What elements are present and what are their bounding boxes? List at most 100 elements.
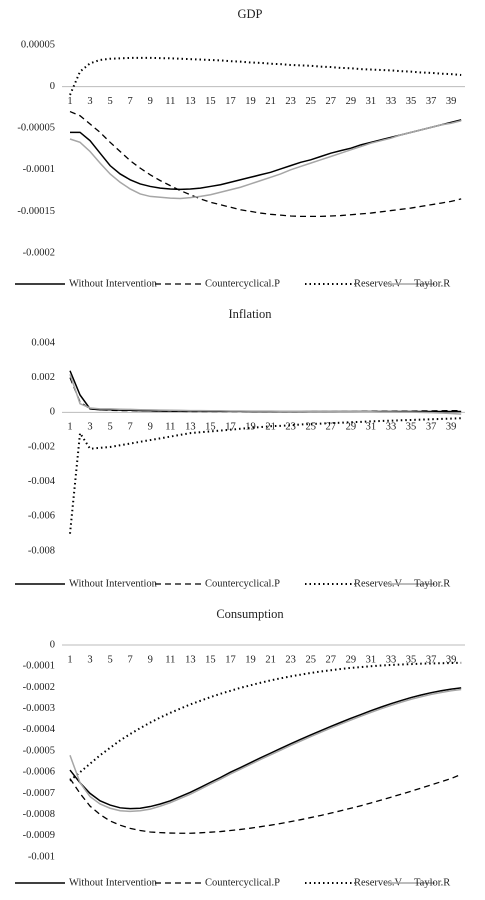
y-tick-label: -0.008 <box>28 545 55 556</box>
y-tick-label: 0 <box>50 81 55 92</box>
x-tick-label: 35 <box>406 96 417 107</box>
chart-title: Consumption <box>216 607 284 621</box>
y-tick-label: -0.0006 <box>23 767 55 778</box>
chart-title: Inflation <box>228 307 272 321</box>
x-tick-label: 27 <box>326 96 337 107</box>
series-line <box>69 119 462 200</box>
x-tick-label: 1 <box>67 422 72 433</box>
x-tick-label: 5 <box>107 654 112 665</box>
series-line <box>69 110 462 218</box>
legend-label: Taylor.R <box>414 278 450 289</box>
x-tick-label: 29 <box>346 422 357 433</box>
series-line <box>69 417 462 534</box>
y-tick-label: 0 <box>50 407 55 418</box>
series-line <box>69 773 462 834</box>
x-tick-label: 25 <box>305 422 316 433</box>
y-tick-label: -0.0003 <box>23 703 55 714</box>
x-tick-label: 7 <box>128 96 133 107</box>
x-tick-label: 27 <box>326 654 337 665</box>
x-tick-label: 31 <box>366 422 377 433</box>
x-tick-label: 13 <box>185 96 196 107</box>
y-tick-label: -0.0009 <box>23 830 55 841</box>
x-tick-label: 21 <box>265 654 276 665</box>
series-line <box>69 377 462 413</box>
x-tick-label: 19 <box>245 422 256 433</box>
x-tick-label: 15 <box>205 654 216 665</box>
x-tick-label: 29 <box>346 96 357 107</box>
x-tick-label: 11 <box>165 422 175 433</box>
x-tick-label: 13 <box>185 654 196 665</box>
x-tick-label: 35 <box>406 422 417 433</box>
x-tick-label: 23 <box>285 422 296 433</box>
x-tick-label: 25 <box>305 96 316 107</box>
y-tick-label: -0.0002 <box>23 247 55 258</box>
series-line <box>69 373 462 415</box>
legend-label: Countercyclical.P <box>205 278 280 289</box>
y-tick-label: -0.0001 <box>23 164 55 175</box>
legend-label: Reserves.V <box>354 578 403 589</box>
y-tick-label: -0.00015 <box>17 206 55 217</box>
x-tick-label: 25 <box>305 654 316 665</box>
x-tick-label: 1 <box>67 96 72 107</box>
x-tick-label: 31 <box>366 96 377 107</box>
y-tick-label: 0.002 <box>31 372 55 383</box>
legend-label: Reserves.V <box>354 877 403 888</box>
legend-label: Reserves.V <box>354 278 403 289</box>
x-tick-label: 7 <box>128 422 133 433</box>
y-tick-label: -0.0001 <box>23 661 55 672</box>
x-tick-label: 33 <box>386 422 397 433</box>
x-tick-label: 17 <box>225 96 236 107</box>
x-tick-label: 27 <box>326 422 337 433</box>
legend-label: Countercyclical.P <box>205 877 280 888</box>
x-tick-label: 35 <box>406 654 417 665</box>
x-tick-label: 3 <box>87 96 92 107</box>
x-tick-label: 23 <box>285 654 296 665</box>
legend-label: Taylor.R <box>414 578 450 589</box>
x-tick-label: 17 <box>225 422 236 433</box>
x-tick-label: 23 <box>285 96 296 107</box>
x-tick-label: 21 <box>265 422 276 433</box>
y-tick-label: -0.0008 <box>23 809 55 820</box>
series-line <box>69 688 462 813</box>
x-tick-label: 37 <box>426 96 437 107</box>
legend-label: Taylor.R <box>414 877 450 888</box>
y-tick-label: -0.0005 <box>23 745 55 756</box>
x-tick-label: 33 <box>386 654 397 665</box>
x-tick-label: 19 <box>245 96 256 107</box>
series-line <box>69 687 462 810</box>
x-tick-label: 37 <box>426 422 437 433</box>
x-tick-label: 1 <box>67 654 72 665</box>
legend-label: Without Intervention <box>69 578 158 589</box>
x-tick-label: 3 <box>87 654 92 665</box>
x-tick-label: 19 <box>245 654 256 665</box>
x-tick-label: 39 <box>446 96 457 107</box>
y-tick-label: 0 <box>50 639 55 650</box>
x-tick-label: 21 <box>265 96 276 107</box>
legend-label: Without Intervention <box>69 877 158 888</box>
x-tick-label: 5 <box>107 422 112 433</box>
x-tick-label: 9 <box>148 96 153 107</box>
y-tick-label: 0.00005 <box>21 39 55 50</box>
series-line <box>69 370 462 413</box>
y-tick-label: -0.006 <box>28 511 55 522</box>
x-tick-label: 9 <box>148 422 153 433</box>
x-tick-label: 39 <box>446 654 457 665</box>
y-tick-label: -0.00005 <box>17 123 55 134</box>
y-tick-label: -0.0002 <box>23 682 55 693</box>
x-tick-label: 29 <box>346 654 357 665</box>
series-line <box>69 56 462 96</box>
x-tick-label: 11 <box>165 654 175 665</box>
x-tick-label: 15 <box>205 96 216 107</box>
y-tick-label: -0.0007 <box>23 788 55 799</box>
x-tick-label: 39 <box>446 422 457 433</box>
x-tick-label: 5 <box>107 96 112 107</box>
series-line <box>69 661 462 782</box>
x-tick-label: 9 <box>148 654 153 665</box>
legend-label: Without Intervention <box>69 278 158 289</box>
y-tick-label: -0.002 <box>28 441 55 452</box>
x-tick-label: 13 <box>185 422 196 433</box>
legend-label: Countercyclical.P <box>205 578 280 589</box>
chart-title: GDP <box>237 7 262 21</box>
y-tick-label: -0.004 <box>28 476 56 487</box>
